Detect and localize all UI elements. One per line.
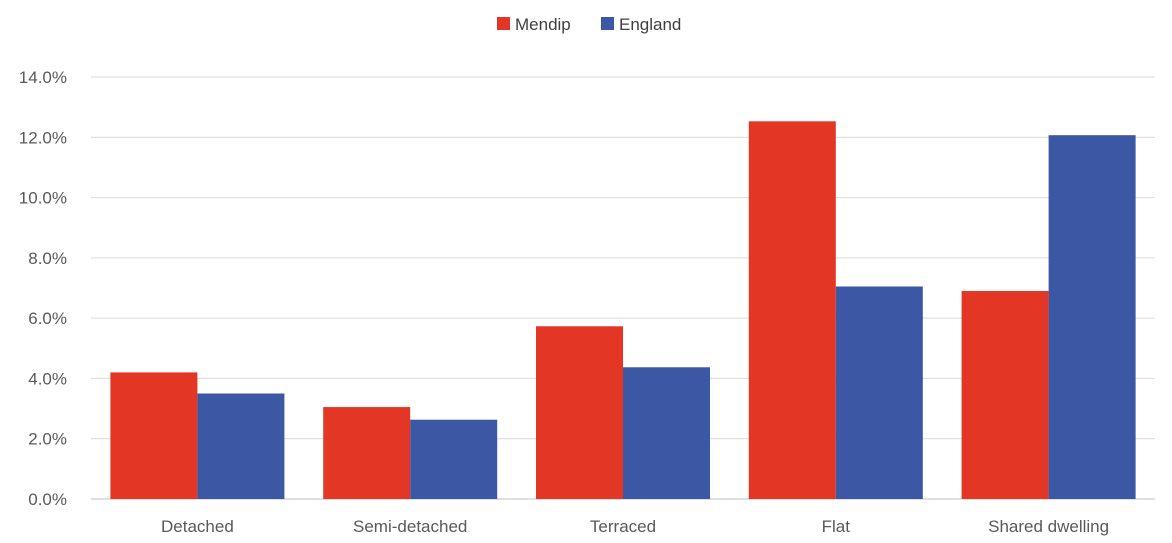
y-axis-tick-labels: 0.0% 2.0% 4.0% 6.0% 8.0% 10.0% 12.0% 14.0% bbox=[19, 68, 67, 509]
legend-label-mendip: Mendip bbox=[515, 15, 571, 34]
legend-swatch-england bbox=[601, 17, 614, 30]
x-axis-tick-labels: Detached Semi-detached Terraced Flat Shared … bbox=[161, 517, 1109, 536]
y-tick-label: 2.0% bbox=[28, 430, 67, 449]
x-tick-label: Detached bbox=[161, 517, 234, 536]
bar-mendip-terraced bbox=[536, 326, 623, 499]
bar-mendip-shared-dwelling bbox=[961, 291, 1049, 499]
y-tick-label: 12.0% bbox=[19, 128, 67, 147]
bar-england-semi-detached bbox=[410, 419, 498, 499]
y-tick-label: 10.0% bbox=[19, 189, 67, 208]
bar-england-flat bbox=[835, 286, 923, 499]
y-tick-label: 4.0% bbox=[28, 369, 67, 388]
y-tick-label: 14.0% bbox=[19, 68, 67, 87]
legend-swatch-mendip bbox=[497, 17, 510, 30]
bar-mendip-semi-detached bbox=[323, 407, 411, 499]
bar-mendip-flat bbox=[748, 121, 836, 499]
y-tick-label: 6.0% bbox=[28, 309, 67, 328]
y-tick-label: 8.0% bbox=[28, 249, 67, 268]
bars bbox=[110, 121, 1136, 499]
x-tick-label: Semi-detached bbox=[353, 517, 467, 536]
x-tick-label: Terraced bbox=[590, 517, 656, 536]
x-tick-label: Shared dwelling bbox=[988, 517, 1109, 536]
bar-england-shared-dwelling bbox=[1048, 135, 1136, 499]
x-tick-label: Flat bbox=[822, 517, 851, 536]
y-tick-label: 0.0% bbox=[28, 490, 67, 509]
bar-england-detached bbox=[197, 393, 285, 499]
bar-mendip-detached bbox=[110, 372, 198, 499]
legend-label-england: England bbox=[619, 15, 681, 34]
chart-legend: Mendip England bbox=[497, 15, 681, 34]
bar-england-terraced bbox=[623, 367, 710, 499]
